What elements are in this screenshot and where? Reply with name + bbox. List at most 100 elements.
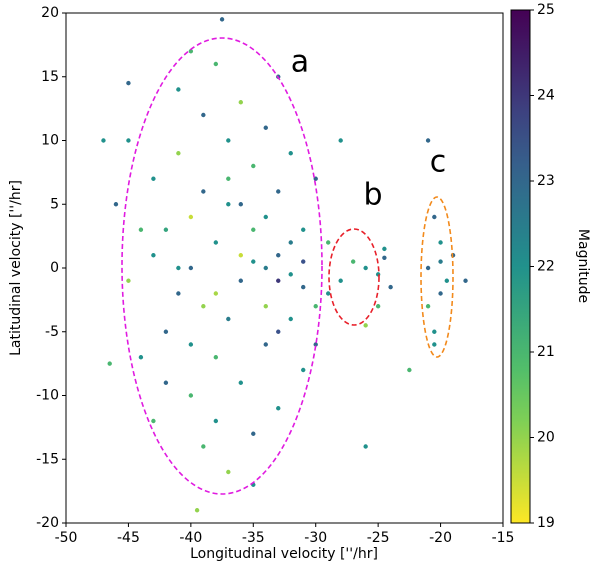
point	[444, 278, 450, 283]
point	[176, 151, 181, 156]
point	[438, 291, 443, 296]
point	[226, 469, 231, 475]
y-tick-label: -10	[36, 388, 59, 404]
point	[126, 138, 131, 143]
point	[301, 367, 306, 373]
point	[438, 240, 443, 245]
point	[219, 17, 225, 22]
point	[276, 406, 281, 411]
colorbar-tick-label: 22	[537, 259, 555, 275]
point	[163, 380, 169, 385]
point	[201, 112, 206, 118]
point	[213, 291, 219, 296]
point	[138, 355, 144, 360]
y-tick-label: 20	[41, 5, 59, 21]
point	[288, 240, 293, 245]
point	[276, 329, 281, 334]
point	[276, 189, 281, 194]
point	[288, 272, 293, 277]
point	[363, 444, 368, 449]
point	[176, 265, 181, 271]
region-c	[420, 196, 454, 358]
point	[288, 316, 293, 322]
y-tick-label: -5	[45, 324, 59, 340]
point	[251, 259, 256, 264]
point	[226, 202, 231, 207]
point	[432, 329, 437, 334]
point	[226, 138, 231, 143]
point	[425, 304, 431, 309]
point	[375, 304, 381, 309]
x-tick-label: -15	[492, 530, 515, 546]
point	[113, 202, 119, 207]
point	[151, 253, 156, 258]
annotation: c	[430, 145, 447, 180]
point	[388, 284, 393, 290]
point	[251, 163, 256, 169]
point	[163, 329, 169, 334]
point	[301, 259, 306, 264]
y-tick-label: 0	[50, 260, 59, 276]
point	[226, 316, 231, 322]
y-axis-label: Latitudinal velocity [''/hr]	[8, 180, 24, 356]
point	[382, 255, 387, 260]
point	[176, 291, 181, 296]
point	[151, 176, 156, 181]
x-axis-label: Longitudinal velocity [''/hr]	[190, 546, 378, 562]
y-tick-label: 15	[41, 69, 59, 85]
point	[463, 278, 468, 283]
point	[438, 259, 443, 264]
point	[226, 176, 231, 181]
point	[188, 393, 194, 398]
point	[163, 227, 169, 232]
x-tick-label: -35	[242, 530, 265, 546]
point	[238, 278, 243, 283]
point	[338, 138, 343, 143]
point	[188, 214, 194, 220]
plot-frame	[65, 12, 504, 524]
annotation: b	[363, 178, 382, 213]
point	[425, 138, 431, 143]
point	[238, 100, 243, 105]
point	[326, 291, 331, 296]
point	[194, 508, 200, 513]
point	[251, 431, 256, 436]
colorbar-tick-label: 21	[537, 344, 555, 360]
point	[301, 227, 306, 232]
point	[176, 87, 181, 92]
point	[263, 214, 268, 220]
point	[188, 49, 194, 54]
point	[288, 151, 293, 156]
point	[263, 265, 268, 271]
point	[425, 265, 431, 271]
point	[432, 342, 437, 347]
x-tick-label: -30	[304, 530, 327, 546]
point	[338, 278, 343, 283]
colorbar	[510, 9, 531, 524]
point	[213, 240, 219, 245]
point	[263, 304, 268, 309]
colorbar-tick-label: 24	[537, 88, 555, 104]
point	[126, 278, 131, 283]
point	[201, 304, 206, 309]
point	[101, 138, 106, 143]
point	[213, 61, 219, 67]
point	[276, 278, 281, 283]
x-tick-label: -20	[429, 530, 452, 546]
y-tick-label: 5	[50, 196, 59, 212]
point	[126, 80, 131, 86]
region-b	[328, 228, 380, 326]
point	[326, 240, 331, 245]
point	[407, 367, 412, 373]
point	[138, 227, 144, 232]
points	[101, 17, 468, 513]
point	[213, 418, 219, 424]
point	[201, 444, 206, 449]
point	[363, 323, 368, 328]
x-tick-label: -45	[117, 530, 140, 546]
point	[350, 259, 356, 264]
point	[213, 355, 219, 360]
x-tick-label: -50	[55, 530, 78, 546]
x-tick-label: -40	[179, 530, 202, 546]
